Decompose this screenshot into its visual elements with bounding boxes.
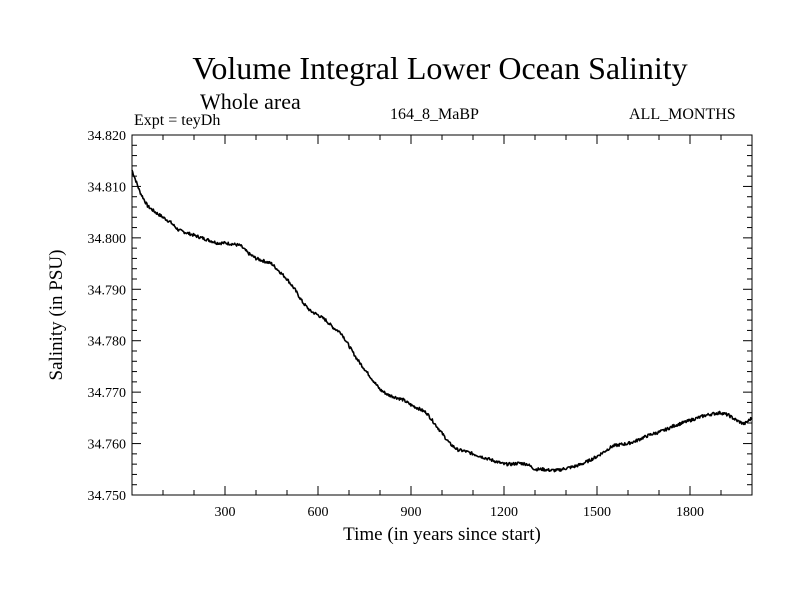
chart-subtitle: Whole area — [200, 89, 301, 114]
x-tick-label: 600 — [308, 505, 329, 520]
y-axis: 34.750 34.760 34.770 34.780 34.790 34.800 34.8… — [88, 129, 752, 504]
y-tick-label: 34.810 — [88, 180, 127, 195]
x-tick-label: 1800 — [676, 505, 704, 520]
x-tick-label: 300 — [215, 505, 236, 520]
y-tick-label: 34.800 — [88, 232, 127, 247]
chart-title: Volume Integral Lower Ocean Salinity — [192, 50, 688, 86]
y-tick-label: 34.770 — [88, 386, 127, 401]
y-tick-label: 34.750 — [88, 489, 127, 504]
y-tick-label: 34.820 — [88, 129, 127, 144]
y-tick-label: 34.780 — [88, 335, 127, 350]
x-axis: 300 600 900 1200 1500 1800 — [162, 135, 722, 520]
x-tick-label: 1500 — [583, 505, 611, 520]
x-tick-label: 900 — [401, 505, 422, 520]
salinity-series-line — [131, 169, 753, 473]
y-tick-label: 34.790 — [88, 283, 127, 298]
x-axis-label: Time (in years since start) — [343, 524, 541, 545]
plot-frame — [131, 134, 753, 496]
months-label: ALL_MONTHS — [629, 106, 736, 123]
y-tick-label: 34.760 — [88, 438, 127, 453]
experiment-label: Expt = teyDh — [134, 112, 221, 129]
x-tick-label: 1200 — [490, 505, 518, 520]
experiment-code: 164_8_MaBP — [390, 106, 479, 123]
y-axis-label: Salinity (in PSU) — [46, 250, 67, 381]
